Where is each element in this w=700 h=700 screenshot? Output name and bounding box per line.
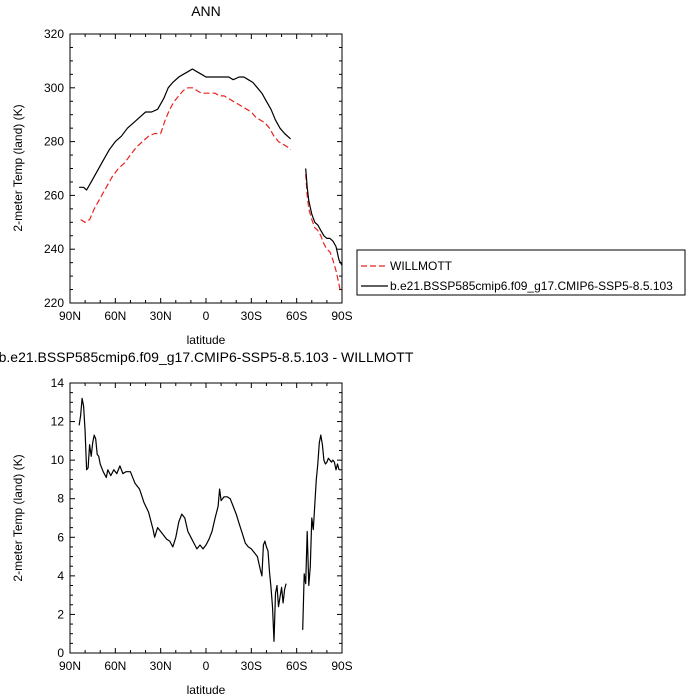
legend-box — [356, 249, 686, 296]
bottom-y-tick-label: 14 — [51, 376, 65, 390]
top-x-tick-label: 30N — [150, 309, 172, 323]
top-series-group — [79, 68, 343, 293]
bottom-series-group — [78, 397, 340, 643]
top-y-axis-label: 2-meter Temp (land) (K) — [11, 104, 25, 231]
bottom-y-tick-label: 10 — [51, 453, 65, 467]
bottom-x-tick-label: 30S — [241, 659, 262, 673]
bottom-x-tick-label: 90S — [331, 659, 352, 673]
bottom-x-axis: 90N 60N 30N 0 30S 60S 90S — [59, 383, 353, 673]
bottom-y-tick-label: 6 — [57, 530, 64, 544]
top-x-axis-label: latitude — [187, 333, 226, 347]
bottom-y-axis: 0 2 4 6 8 10 12 14 — [51, 376, 342, 660]
bottom-x-tick-label: 30N — [150, 659, 172, 673]
bottom-y-tick-label: 0 — [57, 646, 64, 660]
top-series-1-line-segment-1 — [305, 168, 343, 266]
top-x-tick-label: 30S — [241, 309, 262, 323]
bottom-chart-title: b.e21.BSSP585cmip6.f09_g17.CMIP6-SSP5-8.… — [0, 349, 414, 365]
top-x-tick-label: 0 — [203, 309, 210, 323]
top-y-tick-label: 280 — [44, 135, 64, 149]
top-x-tick-label: 90S — [331, 309, 352, 323]
top-plot-frame — [69, 33, 343, 304]
bottom-y-axis-label: 2-meter Temp (land) (K) — [11, 454, 25, 581]
top-y-tick-label: 260 — [44, 188, 64, 202]
top-y-tick-label: 300 — [44, 81, 64, 95]
bottom-x-tick-label: 60S — [286, 659, 307, 673]
top-y-tick-label: 240 — [44, 242, 64, 256]
top-y-tick-label: 220 — [44, 296, 64, 310]
top-x-tick-label: 60N — [104, 309, 126, 323]
bottom-y-tick-label: 12 — [51, 415, 65, 429]
top-x-tick-label: 90N — [59, 309, 81, 323]
legend-label-model: b.e21.BSSP585cmip6.f09_g17.CMIP6-SSP5-8.… — [390, 279, 673, 293]
bottom-x-tick-label: 90N — [59, 659, 81, 673]
bottom-plot-frame — [69, 382, 343, 654]
top-y-axis: 220 240 260 280 300 320 — [44, 27, 342, 310]
bottom-y-tick-label: 8 — [57, 492, 64, 506]
top-series-0-line-segment-0 — [80, 87, 292, 223]
bottom-x-axis-label: latitude — [187, 683, 226, 697]
legend-label-willmott: WILLMOTT — [390, 259, 453, 273]
bottom-y-tick-label: 2 — [57, 607, 64, 621]
top-series-0-line-segment-1 — [305, 173, 342, 293]
bottom-panel: b.e21.BSSP585cmip6.f09_g17.CMIP6-SSP5-8.… — [0, 349, 414, 697]
bottom-x-tick-label: 60N — [104, 659, 126, 673]
bottom-series-0-line-segment-1 — [302, 434, 340, 630]
top-chart-title: ANN — [191, 3, 221, 19]
top-y-tick-label: 320 — [44, 27, 64, 41]
top-x-tick-label: 60S — [286, 309, 307, 323]
bottom-series-0-line-segment-0 — [78, 397, 287, 643]
legend: WILLMOTT b.e21.BSSP585cmip6.f09_g17.CMIP… — [356, 249, 686, 296]
bottom-y-tick-label: 4 — [57, 569, 64, 583]
top-x-axis: 90N 60N 30N 0 30S 60S 90S — [59, 34, 353, 323]
top-series-1-line-segment-0 — [79, 68, 292, 191]
bottom-x-tick-label: 0 — [203, 659, 210, 673]
